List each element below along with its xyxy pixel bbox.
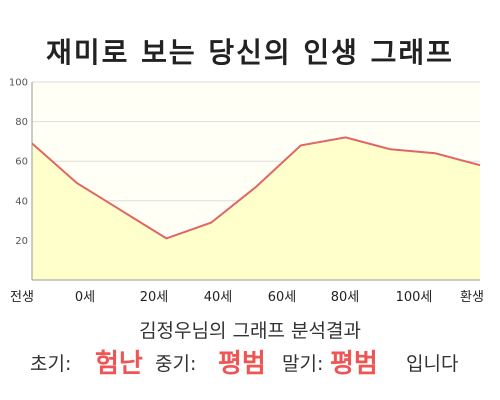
x-tick-labels: 전생 0세 20세 40세 60세 80세 100세 환생 — [10, 290, 484, 305]
y-tick-label: 100 — [9, 78, 28, 89]
mid-label: 중기: — [155, 353, 197, 375]
y-tick-label: 40 — [15, 196, 28, 207]
page-title: 재미로 보는 당신의 인생 그래프 — [46, 36, 454, 69]
late-value: 평범 — [330, 349, 378, 379]
y-tick-labels: 20 40 60 80 100 — [9, 78, 28, 247]
y-tick-label: 80 — [15, 117, 28, 128]
x-tick-label: 0세 — [75, 290, 95, 305]
y-tick-label: 20 — [15, 236, 28, 247]
x-tick-label: 40세 — [204, 290, 233, 305]
y-tick-label: 60 — [15, 157, 28, 168]
analysis-subtitle: 김정우님의 그래프 분석결과 — [139, 320, 361, 342]
result-ending: 입니다 — [406, 353, 459, 375]
series-line — [31, 136, 481, 240]
x-tick-label: 20세 — [140, 290, 169, 305]
series-area — [32, 137, 480, 280]
x-tick-label: 100세 — [396, 290, 433, 305]
life-graph-chart: 20 40 60 80 100 전생 0세 20세 40세 60세 80세 100세 환생 — [9, 78, 484, 306]
x-tick-label: 60세 — [268, 290, 297, 305]
x-tick-label: 환생 — [460, 290, 484, 305]
x-tick-label: 80세 — [331, 290, 360, 305]
late-label: 말기: — [282, 353, 324, 375]
early-value: 험난 — [95, 349, 143, 379]
mid-value: 평범 — [218, 349, 266, 379]
early-label: 초기: — [30, 353, 72, 375]
analysis-result: 초기: 험난 중기: 평범 말기: 평범 입니다 — [0, 346, 500, 382]
x-tick-label: 전생 — [10, 290, 34, 305]
